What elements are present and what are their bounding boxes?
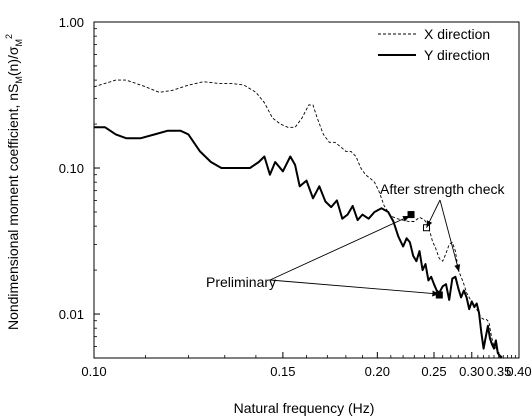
annotation-arrow — [269, 279, 440, 297]
x-tick-label: 0.20 — [365, 364, 390, 379]
annotation-arrow — [269, 215, 411, 281]
marker-y-direction — [407, 211, 415, 219]
annotation-arrow — [426, 199, 441, 228]
x-tick-label: 0.10 — [81, 364, 106, 379]
x-axis: 0.10 0.15 0.20 0.25 0.30 0.350.40 — [81, 352, 532, 379]
marker-y-direction — [435, 291, 443, 299]
x-tick-label: 0.35 — [486, 364, 511, 379]
y-axis: 1.00 0.10 0.01 — [59, 15, 100, 359]
x-tick-label: 0.25 — [421, 364, 446, 379]
legend: X direction Y direction — [378, 26, 490, 63]
annotation-layer — [269, 199, 461, 297]
annotation-arrow — [439, 199, 461, 272]
x-tick-label: 0.40 — [506, 364, 531, 379]
annotation-preliminary: Preliminary — [206, 274, 276, 290]
series-line-y-direction — [94, 126, 503, 359]
y-tick-label: 0.01 — [59, 307, 84, 322]
legend-label-x-direction: X direction — [424, 26, 490, 42]
series-line-x-direction — [93, 79, 504, 358]
x-tick-label: 0.15 — [270, 364, 295, 379]
series-layer — [93, 79, 504, 359]
y-tick-label: 0.10 — [59, 161, 84, 176]
legend-label-y-direction: Y direction — [424, 47, 490, 63]
annotation-after-strength-check: After strength check — [380, 181, 506, 197]
y-tick-label: 1.00 — [59, 15, 84, 30]
y-axis-label: Nondimensional moment coefficient, nSM(n… — [4, 34, 24, 330]
x-tick-label: 0.30 — [459, 364, 484, 379]
x-axis-label: Natural frequency (Hz) — [234, 400, 375, 416]
